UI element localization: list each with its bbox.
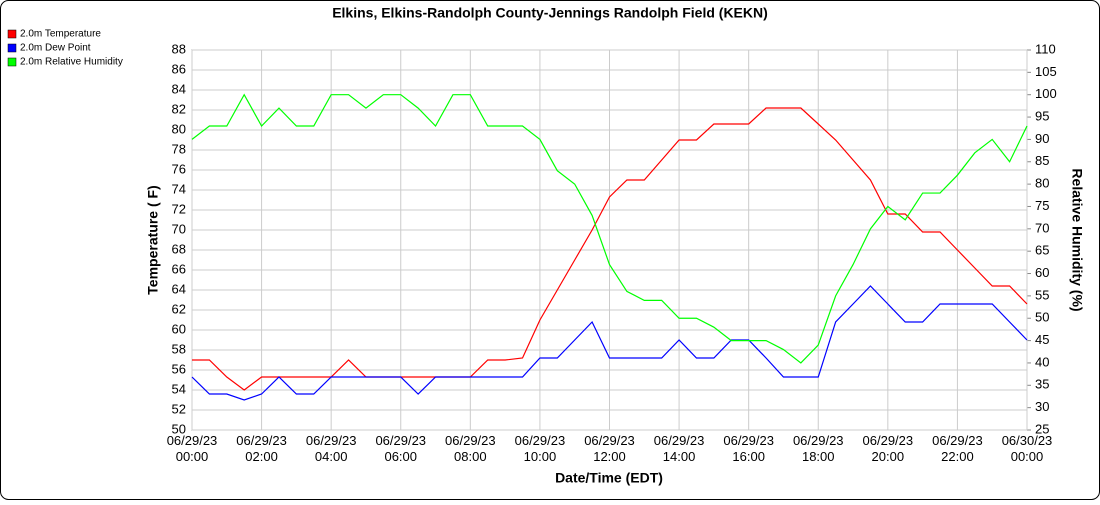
series-line [191,285,1028,401]
chart-title: Elkins, Elkins-Randolph County-Jennings … [332,5,768,21]
y2-tick-label: 110 [1035,41,1056,56]
x-tick-label: 06/29/23 00:00 [167,433,218,464]
x-tick-label: 06/29/23 08:00 [445,433,496,464]
y2-tick-label: 30 [1035,399,1049,414]
x-tick-date: 06/30/23 [1002,433,1053,448]
y-tick-label: 54 [172,381,186,396]
y2-tick-label: 95 [1035,108,1049,123]
y-tick-label: 60 [172,321,186,336]
y2-tick-label: 70 [1035,220,1049,235]
y-tick-label: 76 [172,161,186,176]
x-tick-label: 06/29/23 18:00 [793,433,844,464]
x-tick-time: 04:00 [315,449,348,464]
x-tick-time: 02:00 [245,449,278,464]
x-tick-time: 12:00 [593,449,626,464]
x-tick-label: 06/29/23 10:00 [515,433,566,464]
x-tick-time: 18:00 [802,449,835,464]
y2-tick-label: 100 [1035,86,1057,101]
x-tick-date: 06/29/23 [445,433,496,448]
y2-tick-label: 55 [1035,287,1049,302]
x-tick-time: 00:00 [1011,449,1044,464]
y-tick-label: 74 [172,181,186,196]
y-tick-label: 80 [172,121,186,136]
x-tick-date: 06/29/23 [654,433,705,448]
y-tick-label: 64 [172,281,186,296]
y2-tick-label: 65 [1035,243,1049,258]
x-tick-date: 06/29/23 [723,433,774,448]
y-tick-label: 56 [172,361,186,376]
x-tick-date: 06/29/23 [306,433,357,448]
y-tick-label: 84 [172,81,186,96]
x-tick-label: 06/29/23 16:00 [723,433,774,464]
legend-label: 2.0m Dew Point [20,43,91,54]
y-tick-label: 68 [172,241,186,256]
x-tick-label: 06/29/23 14:00 [654,433,705,464]
y2-tick-label: 45 [1035,332,1049,347]
y-tick-label: 50 [172,421,186,436]
x-tick-time: 00:00 [176,449,209,464]
y-tick-label: 78 [172,141,186,156]
legend-label: 2.0m Relative Humidity [20,57,123,68]
y2-axis-label: Relative Humidity (%) [1069,168,1085,311]
x-tick-time: 08:00 [454,449,487,464]
x-tick-time: 16:00 [732,449,765,464]
x-tick-time: 20:00 [872,449,905,464]
y-tick-label: 82 [172,101,186,116]
y-tick-label: 70 [172,221,186,236]
x-tick-date: 06/29/23 [167,433,218,448]
y-axis-label: Temperature ( F) [145,185,161,294]
y-tick-label: 58 [172,341,186,356]
x-tick-date: 06/29/23 [375,433,426,448]
y2-tick-label: 105 [1035,64,1057,79]
y-tick-label: 52 [172,401,186,416]
y2-tick-label: 85 [1035,153,1049,168]
y-tick-label: 88 [172,41,186,56]
y2-tick-label: 90 [1035,131,1049,146]
y2-tick-label: 80 [1035,176,1049,191]
series-line [191,93,1028,364]
x-tick-date: 06/29/23 [932,433,983,448]
x-tick-label: 06/29/23 06:00 [375,433,426,464]
legend-label: 2.0m Temperature [20,29,101,40]
y2-tick-label: 60 [1035,265,1049,280]
x-tick-label: 06/29/23 20:00 [863,433,914,464]
y2-tick-label: 35 [1035,377,1049,392]
x-tick-date: 06/29/23 [236,433,287,448]
y-tick-label: 62 [172,301,186,316]
y2-tick-label: 40 [1035,354,1049,369]
x-tick-time: 14:00 [663,449,696,464]
x-axis-label: Date/Time (EDT) [555,470,663,486]
x-tick-date: 06/29/23 [863,433,914,448]
x-tick-time: 06:00 [384,449,417,464]
x-tick-date: 06/29/23 [584,433,635,448]
y2-tick-label: 50 [1035,310,1049,325]
x-tick-label: 06/30/23 00:00 [1002,433,1053,464]
legend-swatch [7,29,17,39]
x-tick-label: 06/29/23 12:00 [584,433,635,464]
x-tick-date: 06/29/23 [515,433,566,448]
y2-tick-label: 75 [1035,198,1049,213]
y2-tick-label: 25 [1035,421,1049,436]
x-tick-date: 06/29/23 [793,433,844,448]
x-tick-time: 22:00 [941,449,974,464]
y-tick-label: 66 [172,261,186,276]
legend-swatch [7,43,17,53]
y-tick-label: 86 [172,61,186,76]
x-tick-label: 06/29/23 02:00 [236,433,287,464]
legend-swatch [7,57,17,67]
x-tick-label: 06/29/23 22:00 [932,433,983,464]
y-tick-label: 72 [172,201,186,216]
x-tick-time: 10:00 [524,449,557,464]
x-tick-label: 06/29/23 04:00 [306,433,357,464]
